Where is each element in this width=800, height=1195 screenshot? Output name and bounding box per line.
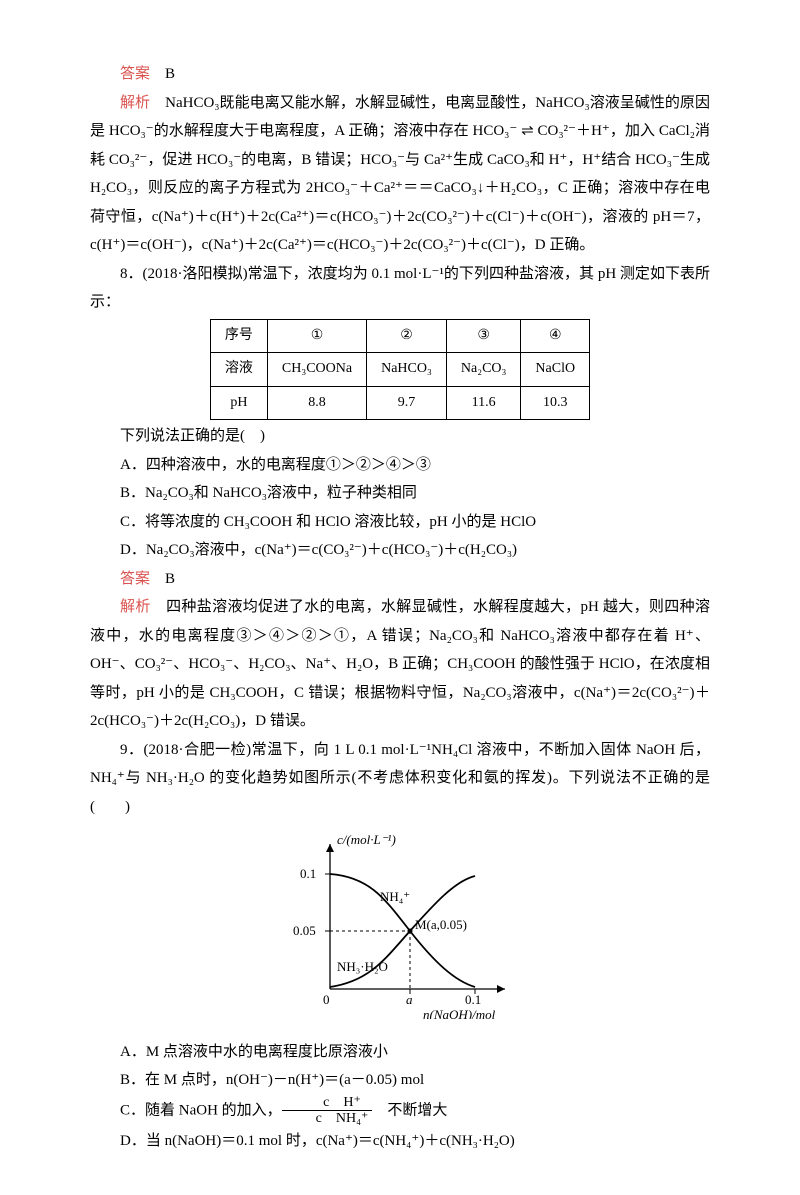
table-row: pH 8.8 9.7 11.6 10.3 <box>210 386 589 420</box>
q9-c-pre: C．随着 NaOH 的加入， <box>120 1102 282 1118</box>
table-cell: NaClO <box>521 353 590 387</box>
chart-xlabel: n(NaOH)/mol <box>423 1007 496 1019</box>
analysis-1-body: NaHCO₃既能电离又能水解，水解显碱性，电离显酸性，NaHCO₃溶液呈碱性的原… <box>90 95 710 254</box>
table-cell: 8.8 <box>267 386 366 420</box>
chart-xtick-0: 0 <box>323 992 330 1007</box>
q9-c-fraction: c H⁺c NH₄⁺ <box>282 1095 373 1127</box>
table-cell: 10.3 <box>521 386 590 420</box>
analysis-1: 解析 NaHCO₃既能电离又能水解，水解显碱性，电离显酸性，NaHCO₃溶液呈碱… <box>90 89 710 260</box>
chart-ylabel: c/(mol·L⁻¹) <box>337 832 396 847</box>
chart-series-0: NH₄⁺ <box>380 889 410 904</box>
table-cell: 溶液 <box>210 353 267 387</box>
q8-table: 序号 ① ② ③ ④ 溶液 CH₃COONa NaHCO₃ Na₂CO₃ NaC… <box>210 319 590 421</box>
answer-2-value: B <box>165 571 175 587</box>
table-cell: Na₂CO₃ <box>446 353 521 387</box>
chart-series-1: NH₃·H₂O <box>337 959 388 974</box>
chart-point-m: M(a,0.05) <box>415 917 467 932</box>
answer-1: 答案 B <box>90 60 710 89</box>
q9-stem: 9．(2018·合肥一检)常温下，向 1 L 0.1 mol·L⁻¹NH₄Cl … <box>90 736 710 822</box>
answer-1-value: B <box>165 66 175 82</box>
chart-ytick-1: 0.05 <box>293 923 316 938</box>
table-cell: 9.7 <box>367 386 447 420</box>
chart-xtick-2: 0.1 <box>465 992 481 1007</box>
q9-chart: c/(mol·L⁻¹) 0.1 0.05 0 a 0.1 n(NaOH)/mol… <box>90 829 710 1030</box>
q8-tail: 下列说法正确的是( ) <box>90 422 710 451</box>
table-cell: ④ <box>521 319 590 353</box>
chart-xtick-1: a <box>406 992 413 1007</box>
q8-option-c: C．将等浓度的 CH₃COOH 和 HClO 溶液比较，pH 小的是 HClO <box>90 508 710 537</box>
table-cell: ② <box>367 319 447 353</box>
q8-stem: 8．(2018·洛阳模拟)常温下，浓度均为 0.1 mol·L⁻¹的下列四种盐溶… <box>90 260 710 317</box>
table-cell: NaHCO₃ <box>367 353 447 387</box>
q9-c-frac-num: c H⁺ <box>282 1095 373 1111</box>
q8-option-a: A．四种溶液中，水的电离程度①＞②＞④＞③ <box>90 451 710 480</box>
analysis-2-body: 四种盐溶液均促进了水的电离，水解显碱性，水解程度越大，pH 越大，则四种溶液中，… <box>90 599 710 729</box>
analysis-2-label: 解析 <box>120 599 151 615</box>
table-cell: CH₃COONa <box>267 353 366 387</box>
q9-c-post: 不断增大 <box>372 1102 447 1118</box>
q9-c-frac-den: c NH₄⁺ <box>282 1111 373 1126</box>
table-cell: ① <box>267 319 366 353</box>
table-row: 溶液 CH₃COONa NaHCO₃ Na₂CO₃ NaClO <box>210 353 589 387</box>
answer-1-label: 答案 <box>120 66 150 82</box>
table-cell: pH <box>210 386 267 420</box>
q9-option-d: D．当 n(NaOH)＝0.1 mol 时，c(Na⁺)＝c(NH₄⁺)＋c(N… <box>90 1127 710 1156</box>
chart-ytick-0: 0.1 <box>300 866 316 881</box>
answer-2: 答案 B <box>90 565 710 594</box>
q9-option-b: B．在 M 点时，n(OH⁻)－n(H⁺)＝(a－0.05) mol <box>90 1066 710 1095</box>
q9-option-a: A．M 点溶液中水的电离程度比原溶液小 <box>90 1038 710 1067</box>
q9-option-c: C．随着 NaOH 的加入，c H⁺c NH₄⁺ 不断增大 <box>90 1095 710 1127</box>
table-row: 序号 ① ② ③ ④ <box>210 319 589 353</box>
analysis-1-label: 解析 <box>120 95 150 111</box>
table-cell: 11.6 <box>446 386 521 420</box>
chart-svg: c/(mol·L⁻¹) 0.1 0.05 0 a 0.1 n(NaOH)/mol… <box>275 829 525 1019</box>
q8-option-b: B．Na₂CO₃和 NaHCO₃溶液中，粒子种类相同 <box>90 479 710 508</box>
q8-option-d: D．Na₂CO₃溶液中，c(Na⁺)＝c(CO₃²⁻)＋c(HCO₃⁻)＋c(H… <box>90 536 710 565</box>
table-cell: 序号 <box>210 319 267 353</box>
table-cell: ③ <box>446 319 521 353</box>
answer-2-label: 答案 <box>120 571 150 587</box>
analysis-2: 解析 四种盐溶液均促进了水的电离，水解显碱性，水解程度越大，pH 越大，则四种溶… <box>90 593 710 736</box>
